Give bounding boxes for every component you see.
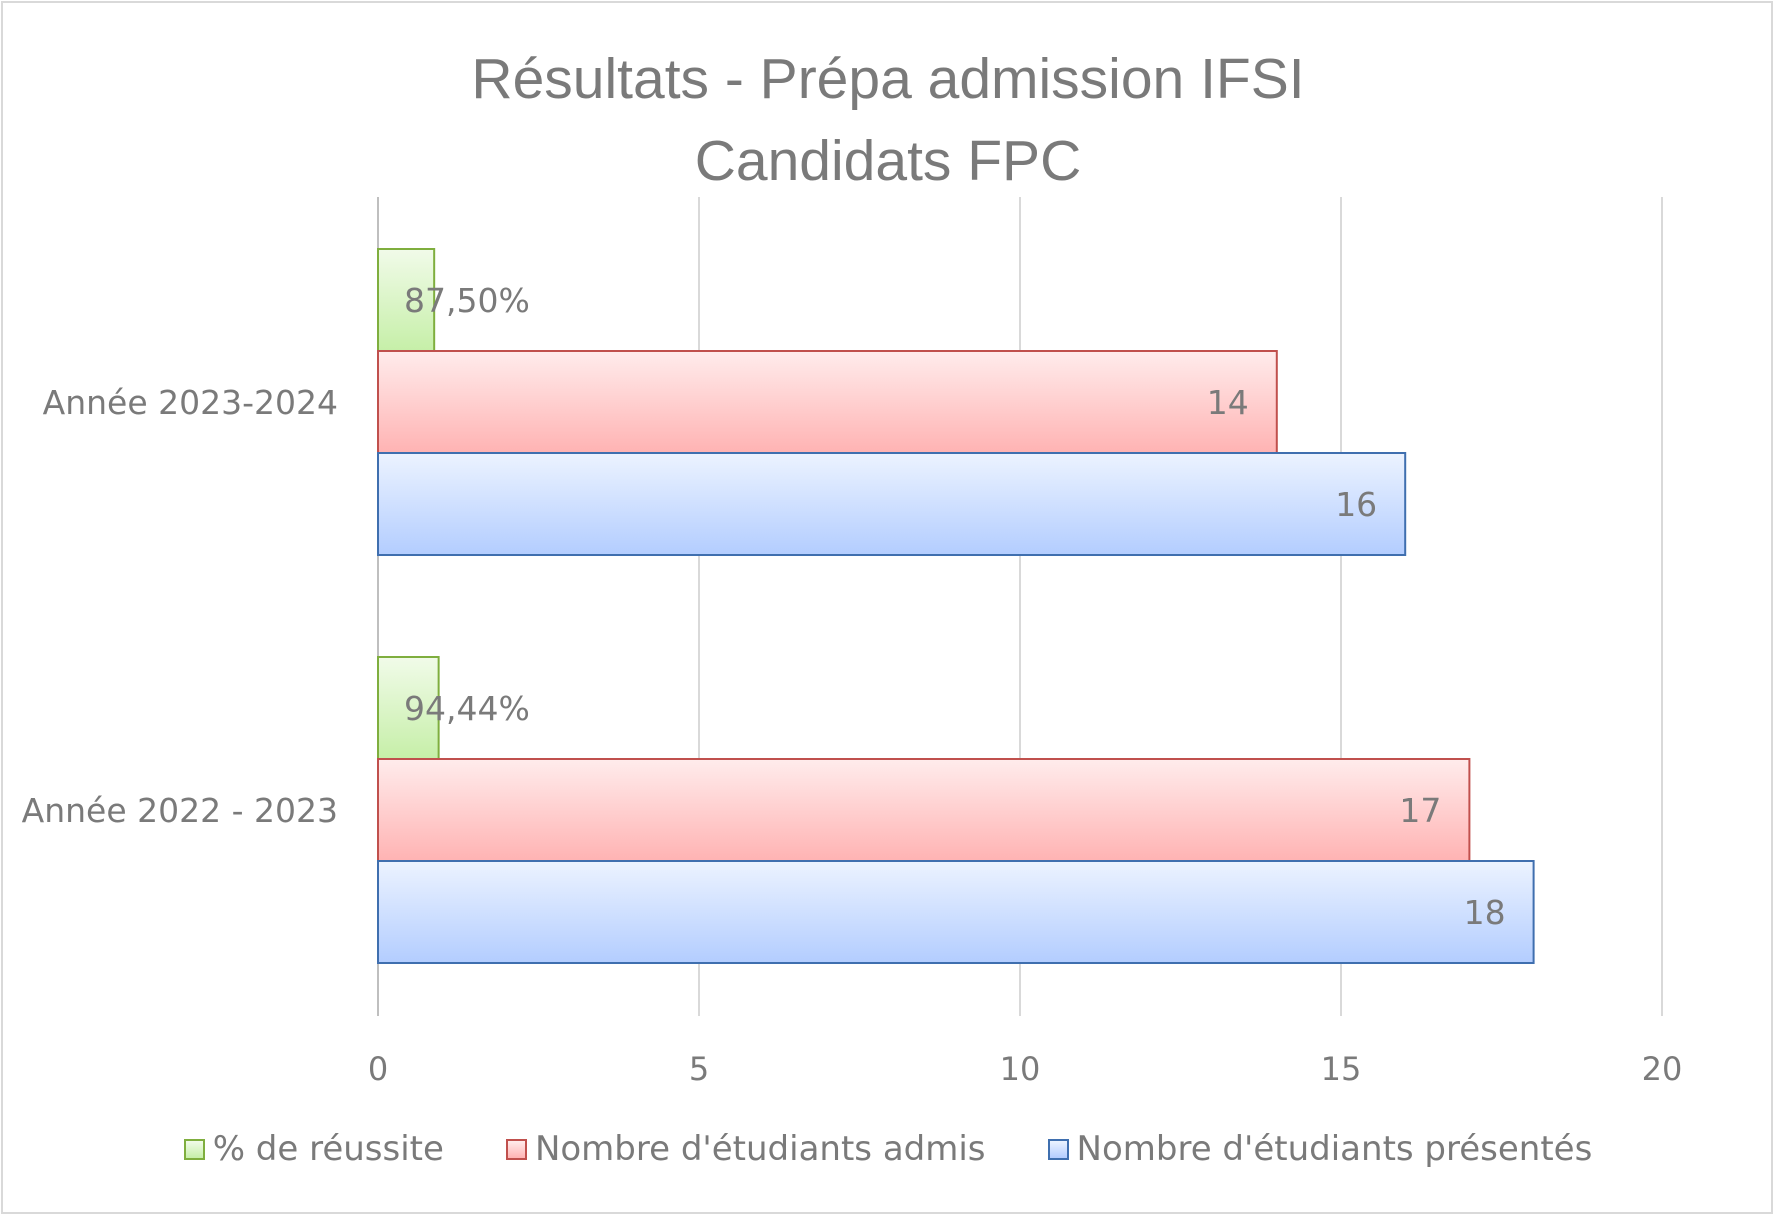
bar-presented xyxy=(377,860,1535,964)
legend-label-success-rate: % de réussite xyxy=(212,1129,444,1169)
x-tick-labels: 0 5 10 15 20 xyxy=(368,1050,1683,1088)
legend-item-success-rate: % de réussite xyxy=(183,1129,444,1169)
chart-title-line-1: Résultats - Prépa admission IFSI xyxy=(471,47,1305,111)
x-tick-label: 20 xyxy=(1642,1050,1683,1088)
x-tick-label: 10 xyxy=(1000,1050,1041,1088)
x-tick-label: 5 xyxy=(689,1050,709,1088)
legend-label-presented: Nombre d'étudiants présentés xyxy=(1076,1129,1593,1169)
chart-title-line-2: Candidats FPC xyxy=(694,129,1082,193)
data-label-success-rate: 87,50% xyxy=(404,281,530,320)
legend-label-admitted: Nombre d'étudiants admis xyxy=(534,1129,986,1169)
bars xyxy=(377,248,1535,964)
legend-swatch-presented xyxy=(1047,1138,1069,1160)
legend-swatch-success-rate xyxy=(183,1138,205,1160)
bar-success-rate xyxy=(377,248,436,352)
category-labels: Année 2023-2024 Année 2022 - 2023 xyxy=(22,383,338,830)
category-label: Année 2023-2024 xyxy=(43,383,338,422)
bar-success-rate xyxy=(377,656,440,760)
bar-admitted xyxy=(377,350,1278,454)
category-label: Année 2022 - 2023 xyxy=(22,791,338,830)
chart-title: Résultats - Prépa admission IFSI Candida… xyxy=(0,38,1776,202)
bar-presented xyxy=(377,452,1407,556)
bar-admitted xyxy=(377,758,1471,862)
x-tick-label: 0 xyxy=(368,1050,388,1088)
legend-item-admitted: Nombre d'étudiants admis xyxy=(505,1129,986,1169)
data-label-admitted: 17 xyxy=(1399,791,1441,830)
data-labels: 87,50% 14 16 94,44% 17 18 xyxy=(404,281,1506,932)
legend-swatch-admitted xyxy=(505,1138,527,1160)
data-label-success-rate: 94,44% xyxy=(404,689,530,728)
data-label-presented: 16 xyxy=(1335,485,1377,524)
data-label-presented: 18 xyxy=(1464,893,1506,932)
legend-item-presented: Nombre d'étudiants présentés xyxy=(1047,1129,1593,1169)
x-tick-label: 15 xyxy=(1321,1050,1362,1088)
data-label-admitted: 14 xyxy=(1207,383,1249,422)
legend: % de réussite Nombre d'étudiants admis N… xyxy=(0,1124,1776,1174)
